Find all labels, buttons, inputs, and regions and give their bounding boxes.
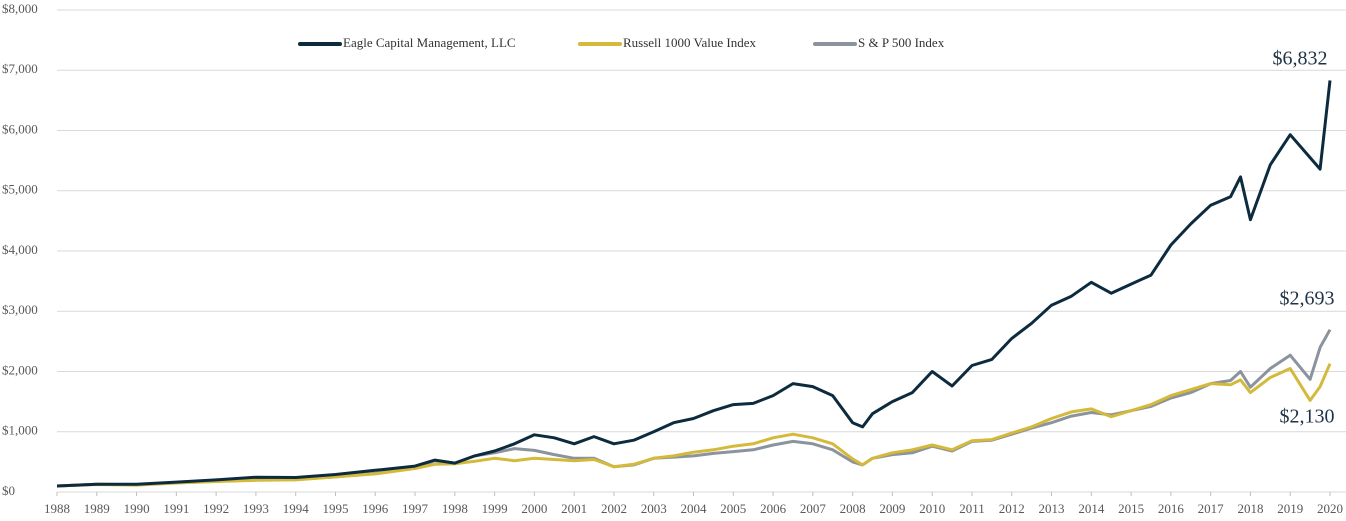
x-tick-label: 2010	[919, 501, 945, 516]
x-tick-label: 2016	[1158, 501, 1185, 516]
x-tick-label: 2000	[521, 501, 547, 516]
y-tick-label: $0	[2, 483, 15, 498]
x-tick-label: 2013	[1039, 501, 1065, 516]
x-tick-label: 1993	[243, 501, 269, 516]
x-tick-label: 1994	[283, 501, 310, 516]
x-tick-label: 2001	[561, 501, 587, 516]
end-label: $2,693	[1280, 288, 1335, 310]
y-tick-label: $6,000	[2, 121, 38, 136]
y-tick-label: $7,000	[2, 61, 38, 76]
x-tick-label: 1996	[362, 501, 389, 516]
x-tick-label: 2003	[641, 501, 667, 516]
x-tick-label: 1991	[163, 501, 189, 516]
legend-label: Russell 1000 Value Index	[623, 35, 756, 50]
y-tick-label: $3,000	[2, 302, 38, 317]
x-tick-label: 1997	[402, 501, 429, 516]
x-tick-label: 2002	[601, 501, 627, 516]
y-tick-label: $4,000	[2, 242, 38, 257]
x-tick-label: 2018	[1237, 501, 1263, 516]
y-tick-label: $8,000	[2, 1, 38, 16]
end-label: $6,832	[1273, 48, 1328, 70]
legend-label: S & P 500 Index	[858, 35, 945, 50]
x-tick-label: 2014	[1078, 501, 1105, 516]
x-tick-label: 2004	[681, 501, 708, 516]
x-tick-label: 1990	[124, 501, 150, 516]
x-tick-label: 2008	[840, 501, 866, 516]
y-tick-label: $1,000	[2, 423, 38, 438]
x-tick-label: 2019	[1277, 501, 1303, 516]
y-tick-label: $5,000	[2, 182, 38, 197]
x-tick-label: 1992	[203, 501, 229, 516]
x-tick-label: 1999	[482, 501, 508, 516]
end-label: $2,130	[1280, 406, 1335, 428]
x-tick-label: 2009	[879, 501, 905, 516]
series-line	[56, 80, 1332, 488]
x-tick-label: 2020	[1317, 501, 1343, 516]
x-tick-label: 1989	[84, 501, 110, 516]
series-line	[56, 363, 1332, 488]
x-tick-label: 1995	[322, 501, 348, 516]
legend-label: Eagle Capital Management, LLC	[343, 35, 516, 50]
x-tick-label: 2015	[1118, 501, 1144, 516]
x-tick-label: 2017	[1198, 501, 1225, 516]
y-tick-label: $2,000	[2, 362, 38, 377]
x-tick-label: 2007	[800, 501, 827, 516]
x-tick-label: 2012	[999, 501, 1025, 516]
x-tick-label: 2011	[959, 501, 985, 516]
x-tick-label: 1988	[44, 501, 70, 516]
x-tick-label: 2005	[720, 501, 746, 516]
x-tick-label: 1998	[442, 501, 468, 516]
x-tick-label: 2006	[760, 501, 787, 516]
